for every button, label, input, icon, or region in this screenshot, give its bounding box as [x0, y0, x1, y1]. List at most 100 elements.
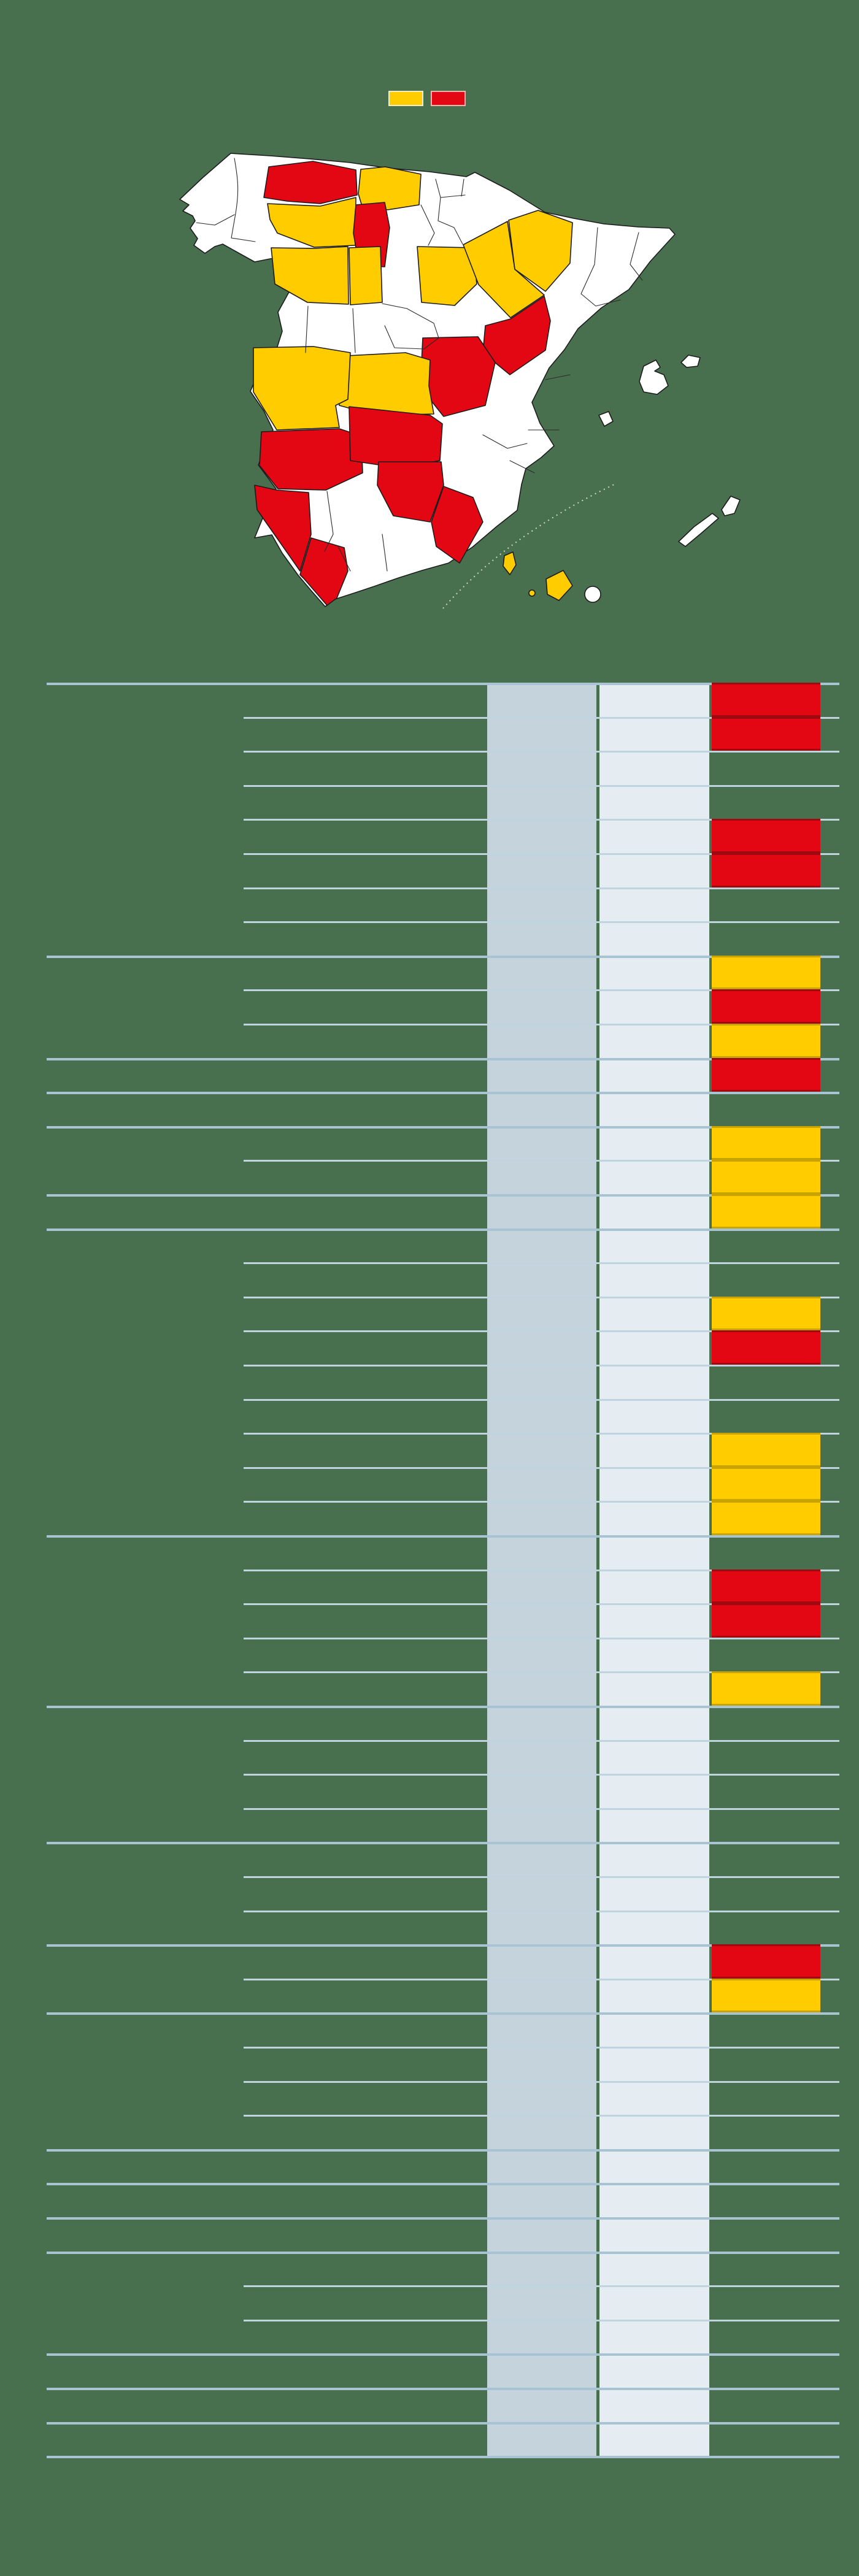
- table-row: [47, 784, 839, 819]
- group-divider-line: [47, 1194, 839, 1197]
- legend-red-swatch: [431, 91, 466, 106]
- table-row: [47, 887, 839, 922]
- map-region-fuerteventura: [678, 513, 719, 547]
- map-region-leon: [267, 197, 356, 248]
- row-divider-line: [244, 887, 839, 889]
- row-divider-line: [244, 784, 839, 787]
- row-color-swatch-red: [712, 989, 820, 1024]
- province-border-lines: [196, 158, 643, 572]
- map-region-la-gomera: [528, 589, 536, 597]
- row-color-swatch-yellow: [712, 1433, 820, 1467]
- table-row: [47, 751, 839, 785]
- row-divider-line: [244, 1398, 839, 1401]
- row-color-swatch-yellow: [712, 1466, 820, 1501]
- table-row: [47, 1160, 839, 1194]
- map-region-ibiza: [598, 411, 614, 427]
- spain-choropleth-map: [179, 153, 741, 609]
- group-divider-line: [47, 2183, 839, 2186]
- table-row: [47, 1092, 839, 1126]
- table-row: [47, 1807, 839, 1842]
- map-region-menorca: [680, 355, 701, 368]
- row-color-swatch-yellow: [712, 1160, 820, 1194]
- table-row: [47, 989, 839, 1024]
- table-row: [47, 1706, 839, 1740]
- row-color-swatch-yellow: [712, 1501, 820, 1535]
- map-region-valladolid: [349, 246, 383, 305]
- row-divider-line: [244, 1296, 839, 1298]
- row-color-swatch-red: [712, 716, 820, 751]
- value-column-band-2: [599, 683, 709, 2456]
- row-color-swatch-yellow: [712, 1194, 820, 1229]
- table-row: [47, 2285, 839, 2320]
- row-divider-line: [244, 2080, 839, 2083]
- group-divider-line: [47, 2421, 839, 2425]
- table-row: [47, 2012, 839, 2047]
- row-color-swatch-red: [712, 1330, 820, 1365]
- row-divider-line: [244, 1671, 839, 1674]
- row-divider-line: [244, 853, 839, 855]
- group-divider-line: [47, 2149, 839, 2152]
- row-color-swatch-yellow: [712, 1024, 820, 1058]
- row-divider-line: [244, 716, 839, 719]
- table-bottom-border: [47, 2456, 839, 2458]
- row-divider-line: [244, 1569, 839, 1571]
- table-row: [47, 2149, 839, 2183]
- table-row: [47, 1910, 839, 1945]
- row-color-swatch-red: [712, 683, 820, 717]
- row-divider-line: [244, 989, 839, 992]
- table-row: [47, 1978, 839, 2013]
- map-region-tenerife: [545, 570, 573, 601]
- value-column-band-1: [487, 683, 596, 2456]
- province-data-table: [47, 683, 839, 2458]
- row-divider-line: [244, 1876, 839, 1878]
- table-row: [47, 1194, 839, 1229]
- table-row: [47, 955, 839, 990]
- table-row: [47, 1739, 839, 1774]
- map-region-caceres: [253, 346, 351, 431]
- map-region-toledo: [335, 352, 434, 416]
- group-divider-line: [47, 1125, 839, 1129]
- table-row: [47, 2047, 839, 2081]
- row-divider-line: [244, 921, 839, 924]
- map-region-cadiz: [299, 537, 349, 606]
- row-divider-line: [244, 1466, 839, 1469]
- map-region-badajoz: [259, 428, 363, 491]
- table-row: [47, 1603, 839, 1638]
- table-row: [47, 1501, 839, 1535]
- table-row: [47, 819, 839, 853]
- row-color-swatch-red: [712, 853, 820, 887]
- group-divider-line: [47, 2012, 839, 2015]
- row-divider-line: [244, 1501, 839, 1503]
- table-row: [47, 716, 839, 751]
- row-color-swatch-yellow: [712, 1125, 820, 1160]
- table-row: [47, 1944, 839, 1979]
- table-row: [47, 1774, 839, 1808]
- table-row: [47, 1296, 839, 1331]
- table-row: [47, 1569, 839, 1604]
- map-region-zaragoza: [463, 221, 545, 318]
- table-row: [47, 921, 839, 956]
- row-divider-line: [244, 751, 839, 753]
- row-color-swatch-yellow: [712, 955, 820, 990]
- group-divider-line: [47, 1057, 839, 1060]
- group-divider-line: [47, 2388, 839, 2390]
- row-divider-line: [244, 819, 839, 821]
- row-divider-line: [244, 2285, 839, 2288]
- table-row: [47, 2388, 839, 2422]
- row-divider-line: [244, 1910, 839, 1912]
- group-divider-line: [47, 2353, 839, 2356]
- group-divider-line: [47, 1535, 839, 1538]
- table-row: [47, 2421, 839, 2456]
- row-divider-line: [244, 1330, 839, 1333]
- table-row: [47, 1637, 839, 1672]
- group-divider-line: [47, 683, 839, 685]
- row-divider-line: [244, 1978, 839, 1980]
- row-divider-line: [244, 1739, 839, 1742]
- table-row: [47, 2251, 839, 2286]
- row-color-swatch-red: [712, 819, 820, 853]
- row-divider-line: [244, 1433, 839, 1435]
- row-divider-line: [244, 1774, 839, 1776]
- map-region-asturias: [263, 161, 358, 204]
- map-region-zamora: [271, 246, 349, 305]
- map-region-teruel: [482, 296, 551, 375]
